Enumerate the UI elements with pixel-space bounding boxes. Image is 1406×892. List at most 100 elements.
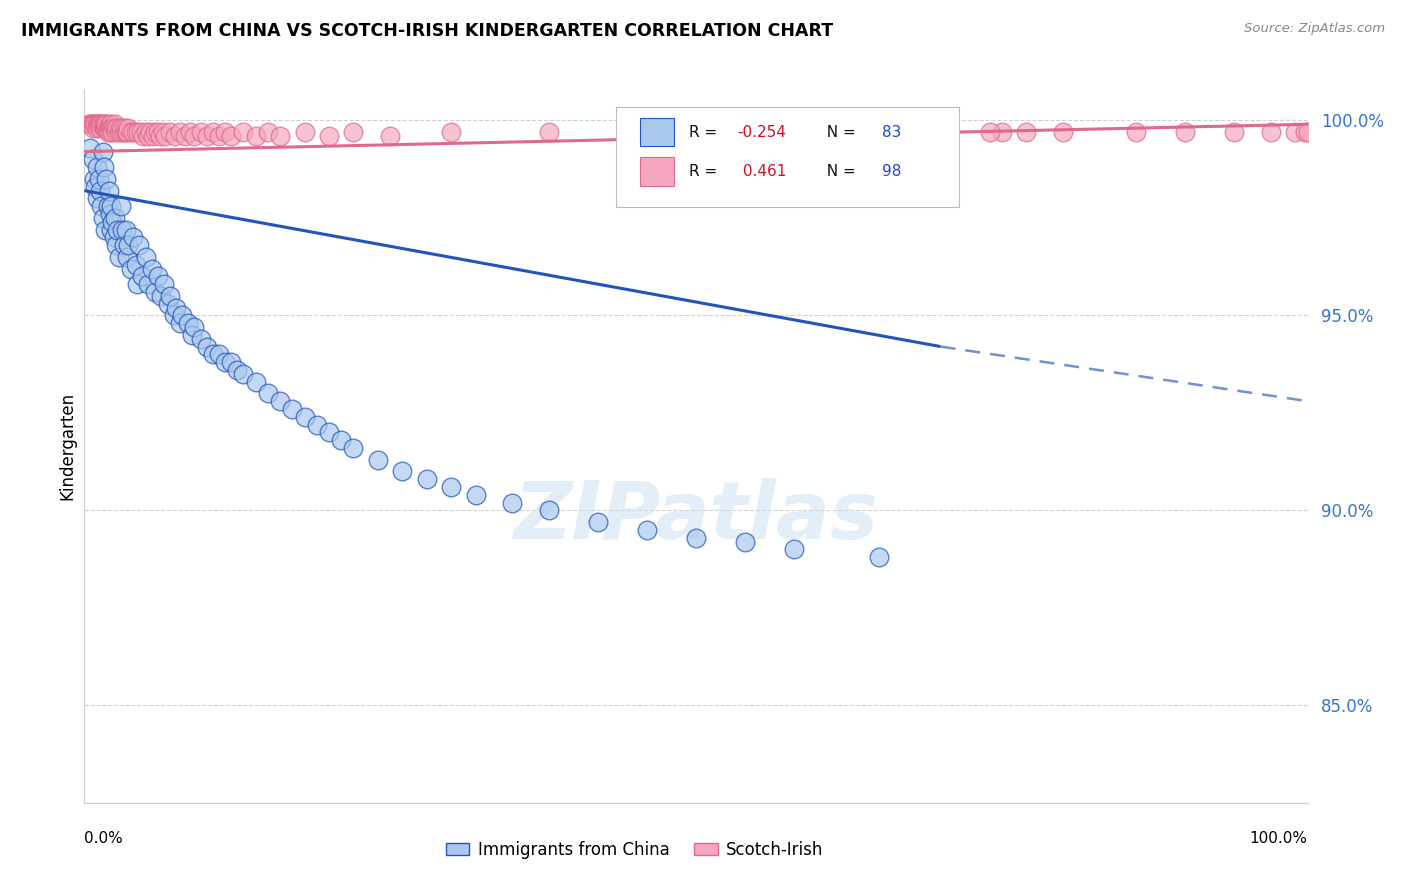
Point xyxy=(208,128,231,143)
Point xyxy=(115,125,138,139)
Point xyxy=(120,261,142,276)
Point xyxy=(110,199,132,213)
Point xyxy=(77,117,100,131)
Point xyxy=(214,355,236,369)
Text: Source: ZipAtlas.com: Source: ZipAtlas.com xyxy=(1244,22,1385,36)
Point xyxy=(87,117,110,131)
Text: R =: R = xyxy=(689,125,721,139)
Point xyxy=(929,125,952,139)
Point xyxy=(538,503,561,517)
Point xyxy=(636,523,658,537)
Point xyxy=(201,125,224,139)
Point xyxy=(101,125,124,139)
Point xyxy=(97,117,120,131)
Point xyxy=(122,125,145,139)
Point xyxy=(586,515,609,529)
Point xyxy=(107,125,129,139)
Point xyxy=(190,125,212,139)
Point xyxy=(82,117,104,131)
Point xyxy=(538,125,561,139)
Point xyxy=(97,121,120,136)
Point xyxy=(159,289,181,303)
Point xyxy=(183,128,205,143)
Point xyxy=(111,222,134,236)
Point xyxy=(104,211,127,225)
Bar xyxy=(640,118,673,146)
Point xyxy=(93,117,115,131)
Point xyxy=(86,117,108,131)
Point xyxy=(82,121,104,136)
Text: 98: 98 xyxy=(882,164,901,178)
Point xyxy=(195,340,218,354)
Point xyxy=(153,128,176,143)
Point xyxy=(83,172,105,186)
Point xyxy=(294,125,316,139)
Point xyxy=(440,125,463,139)
Point xyxy=(380,128,402,143)
Point xyxy=(226,363,249,377)
Point xyxy=(96,172,118,186)
Point xyxy=(111,121,134,136)
Point xyxy=(146,125,169,139)
Point xyxy=(117,238,139,252)
Point xyxy=(143,285,166,299)
Point xyxy=(93,160,115,174)
Point xyxy=(153,277,176,292)
Point xyxy=(105,121,128,136)
Point xyxy=(190,332,212,346)
Point xyxy=(97,125,120,139)
Point xyxy=(219,355,242,369)
Point xyxy=(107,250,129,264)
Point xyxy=(1284,125,1306,139)
Point xyxy=(195,128,218,143)
Point xyxy=(869,550,891,565)
Point xyxy=(97,184,120,198)
Point xyxy=(96,121,118,136)
Text: 0.461: 0.461 xyxy=(738,164,786,178)
Point xyxy=(98,207,121,221)
Point xyxy=(101,215,124,229)
Point xyxy=(90,117,112,131)
FancyBboxPatch shape xyxy=(616,107,959,207)
Text: N =: N = xyxy=(817,164,860,178)
Point xyxy=(269,394,291,409)
Point xyxy=(269,128,291,143)
Point xyxy=(163,128,186,143)
Point xyxy=(367,452,389,467)
Point xyxy=(342,125,364,139)
Point xyxy=(115,222,138,236)
Point xyxy=(172,309,194,323)
Point xyxy=(128,238,150,252)
Point xyxy=(136,128,159,143)
Point xyxy=(156,296,179,310)
Point xyxy=(82,153,104,167)
Point xyxy=(257,125,280,139)
Point xyxy=(159,125,181,139)
Point xyxy=(94,121,117,136)
Text: 100.0%: 100.0% xyxy=(1250,831,1308,847)
Point xyxy=(440,480,463,494)
Point xyxy=(214,125,236,139)
Point xyxy=(807,125,830,139)
Point xyxy=(100,199,122,213)
Point xyxy=(135,125,157,139)
Point xyxy=(131,269,153,284)
Point xyxy=(98,125,121,139)
Point xyxy=(114,121,136,136)
Point xyxy=(143,125,166,139)
Point xyxy=(105,238,128,252)
Point xyxy=(115,250,138,264)
Point xyxy=(105,222,128,236)
Point xyxy=(129,125,152,139)
Point xyxy=(125,125,148,139)
Point xyxy=(87,172,110,186)
Point xyxy=(79,141,101,155)
Point xyxy=(104,117,127,131)
Point xyxy=(281,401,304,416)
Text: 83: 83 xyxy=(882,125,901,139)
Point xyxy=(89,184,111,198)
Point xyxy=(97,199,120,213)
Point xyxy=(79,117,101,131)
Point xyxy=(83,117,105,131)
Point xyxy=(232,125,254,139)
